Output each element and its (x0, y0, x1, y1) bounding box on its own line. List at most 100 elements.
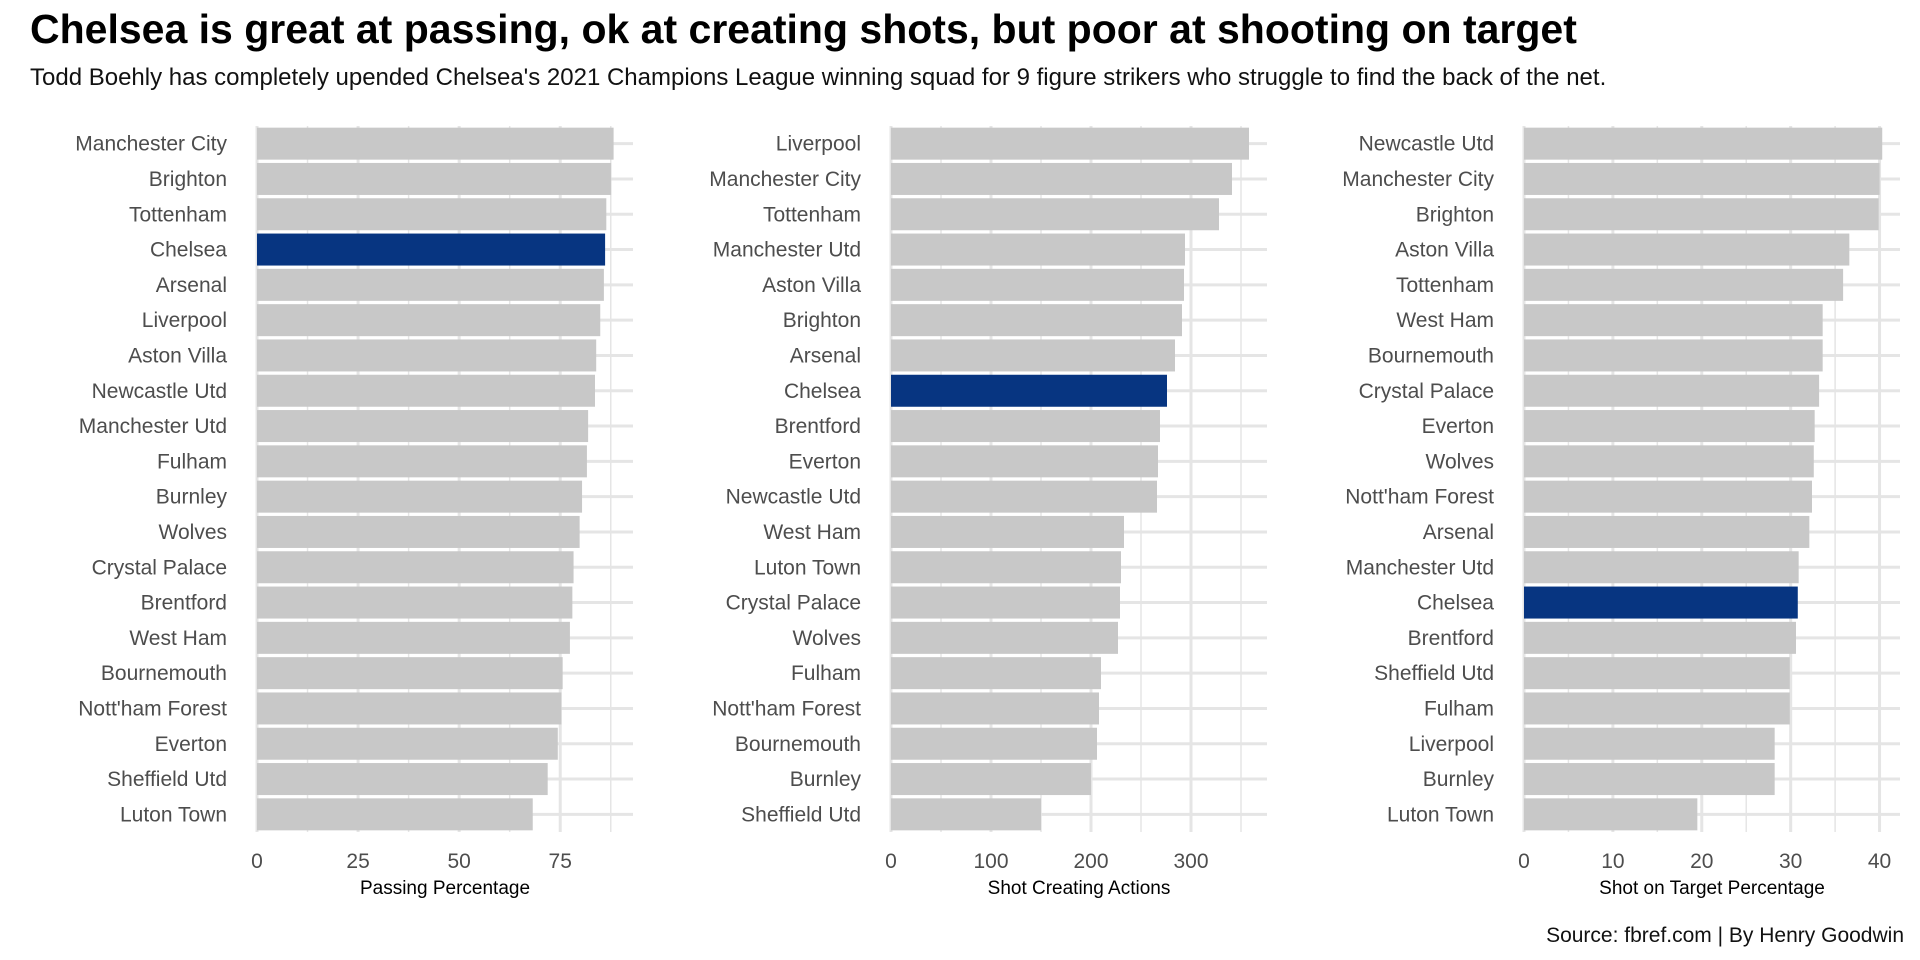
category-label: Arsenal (1423, 521, 1494, 544)
x-axis-label: Shot on Target Percentage (1599, 878, 1825, 899)
bar-manchester-city (891, 162, 1232, 195)
bar-chelsea (891, 374, 1167, 407)
category-label: Newcastle Utd (726, 486, 861, 509)
category-label: Brentford (1408, 627, 1494, 650)
bar-tottenham (257, 198, 607, 231)
bar-fulham (1524, 692, 1790, 725)
tick-label: 25 (346, 850, 369, 873)
category-label: Nott'ham Forest (78, 697, 227, 720)
category-label: Tottenham (129, 203, 227, 226)
bar-nott-ham-forest (891, 692, 1099, 725)
bar-bournemouth (1524, 339, 1823, 372)
category-label: Brentford (141, 592, 227, 615)
category-label: Manchester Utd (713, 239, 861, 262)
category-label: Manchester Utd (1346, 556, 1494, 579)
category-label: Aston Villa (1395, 239, 1494, 262)
bar-crystal-palace (257, 551, 574, 584)
category-label: Sheffield Utd (1374, 662, 1494, 685)
category-label: Crystal Palace (726, 592, 861, 615)
tick-label: 10 (1601, 850, 1624, 873)
category-label: Luton Town (120, 803, 227, 826)
category-label: Manchester Utd (79, 415, 227, 438)
bar-newcastle-utd (891, 480, 1157, 513)
bar-wolves (891, 621, 1118, 654)
category-label: Tottenham (763, 203, 861, 226)
bar-sheffield-utd (257, 763, 548, 796)
tick-label: 30 (1779, 850, 1802, 873)
bar-brentford (891, 410, 1160, 443)
bar-fulham (257, 445, 587, 478)
category-label: Fulham (1424, 697, 1494, 720)
category-label: Wolves (793, 627, 861, 650)
category-label: Brighton (783, 309, 861, 332)
category-label: Everton (1422, 415, 1494, 438)
bar-west-ham (891, 515, 1124, 548)
bar-wolves (257, 515, 580, 548)
bar-chelsea (257, 233, 606, 266)
bar-bournemouth (891, 727, 1097, 760)
category-label: Sheffield Utd (741, 803, 861, 826)
bar-liverpool (257, 304, 601, 337)
bar-liverpool (891, 127, 1249, 160)
bar-tottenham (1524, 268, 1844, 301)
category-label: Arsenal (790, 344, 861, 367)
category-label: Manchester City (1342, 168, 1494, 191)
bar-manchester-utd (891, 233, 1185, 266)
bar-sheffield-utd (891, 798, 1041, 831)
category-label: Burnley (1423, 768, 1495, 791)
bar-bournemouth (257, 657, 563, 690)
tick-label: 75 (549, 850, 572, 873)
bar-arsenal (257, 268, 604, 301)
tick-label: 300 (1173, 850, 1208, 873)
category-label: Liverpool (776, 133, 861, 156)
category-label: West Ham (763, 521, 861, 544)
bar-nott-ham-forest (1524, 480, 1812, 513)
tick-label: 0 (885, 850, 897, 873)
tick-label: 20 (1690, 850, 1713, 873)
category-label: Manchester City (709, 168, 861, 191)
category-label: Wolves (159, 521, 227, 544)
bar-arsenal (1524, 515, 1810, 548)
category-label: Nott'ham Forest (1345, 486, 1494, 509)
category-label: Chelsea (784, 380, 861, 403)
chart-panel-1: Manchester City Brighton Tottenham Chelsea A… (75, 126, 633, 899)
bar-newcastle-utd (257, 374, 595, 407)
source-caption: Source: fbref.com | By Henry Goodwin (1546, 924, 1904, 947)
chart-subtitle: Todd Boehly has completely upended Chels… (30, 64, 1607, 91)
bar-liverpool (1524, 727, 1775, 760)
tick-label: 50 (447, 850, 470, 873)
category-label: Manchester City (75, 133, 227, 156)
category-label: Crystal Palace (1359, 380, 1494, 403)
bar-burnley (891, 763, 1091, 796)
category-label: Sheffield Utd (107, 768, 227, 791)
tick-label: 200 (1073, 850, 1108, 873)
bar-aston-villa (257, 339, 597, 372)
bar-luton-town (257, 798, 533, 831)
bar-crystal-palace (1524, 374, 1820, 407)
bar-nott-ham-forest (257, 692, 562, 725)
category-label: Fulham (157, 450, 227, 473)
bar-arsenal (891, 339, 1175, 372)
bar-west-ham (1524, 304, 1823, 337)
category-label: Bournemouth (735, 733, 861, 756)
category-label: Bournemouth (1368, 344, 1494, 367)
category-label: Aston Villa (128, 344, 227, 367)
category-label: Liverpool (1409, 733, 1494, 756)
x-axis-label: Shot Creating Actions (988, 878, 1171, 899)
bar-crystal-palace (891, 586, 1120, 619)
bar-manchester-city (1524, 162, 1880, 195)
tick-label: 100 (973, 850, 1008, 873)
bar-burnley (1524, 763, 1775, 796)
bar-brentford (1524, 621, 1796, 654)
category-label: Fulham (791, 662, 861, 685)
bar-fulham (891, 657, 1101, 690)
category-label: Chelsea (150, 239, 227, 262)
category-label: Crystal Palace (92, 556, 227, 579)
category-label: Chelsea (1417, 592, 1494, 615)
bar-brighton (257, 162, 612, 195)
bar-manchester-utd (257, 410, 589, 443)
bar-west-ham (257, 621, 570, 654)
bar-luton-town (1524, 798, 1698, 831)
bar-brentford (257, 586, 573, 619)
bar-burnley (257, 480, 583, 513)
